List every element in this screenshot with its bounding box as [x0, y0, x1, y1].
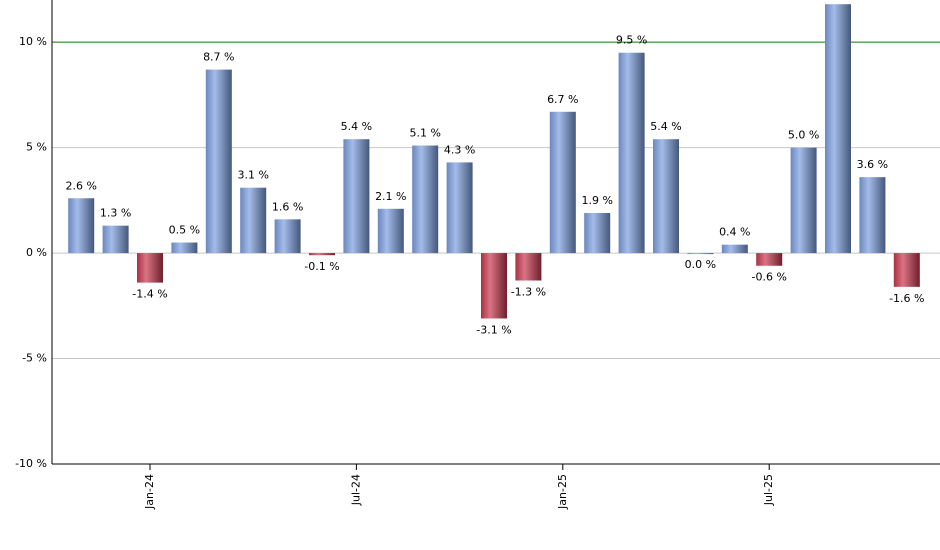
x-tick-label: Jul-24 [349, 474, 362, 506]
value-label: 5.1 % [409, 127, 440, 140]
y-tick-label: 5 % [26, 141, 47, 154]
bar [721, 244, 748, 254]
bar [687, 253, 714, 255]
bar [859, 177, 886, 254]
bar [549, 111, 576, 254]
bar [584, 213, 611, 254]
bar [309, 253, 335, 256]
value-label: -3.1 % [476, 323, 511, 336]
bar [515, 253, 542, 281]
value-label: 8.7 % [203, 51, 234, 64]
bar [653, 139, 679, 254]
value-label: -0.6 % [751, 271, 786, 284]
value-label: 0.0 % [685, 258, 716, 271]
bar [240, 187, 267, 254]
value-label: 1.3 % [100, 207, 131, 220]
bar [790, 147, 817, 254]
bar [618, 52, 645, 254]
y-tick-label: -10 % [15, 457, 47, 470]
bar [102, 225, 129, 254]
y-tick-label: 10 % [19, 35, 47, 48]
bar [343, 139, 370, 254]
value-label: 3.6 % [857, 158, 888, 171]
x-tick-label: Jan-24 [143, 474, 156, 510]
bar [412, 145, 439, 254]
value-label: 3.1 % [237, 169, 268, 182]
bar [171, 242, 198, 254]
value-label: 5.4 % [341, 120, 372, 133]
value-label: 4.3 % [444, 143, 475, 156]
value-label: 0.5 % [169, 224, 200, 237]
value-label: 1.9 % [581, 194, 612, 207]
value-label: 2.1 % [375, 190, 406, 203]
value-label: 2.6 % [65, 179, 96, 192]
y-tick-label: -5 % [22, 352, 47, 365]
value-label: 0.4 % [719, 226, 750, 239]
y-tick-label: 0 % [26, 246, 47, 259]
bar [481, 253, 507, 319]
value-label: -1.3 % [511, 286, 546, 299]
bar [137, 253, 163, 283]
bar [274, 219, 301, 254]
bar [825, 4, 851, 254]
value-label: -1.6 % [889, 292, 924, 305]
bar [893, 253, 920, 287]
value-label: -1.4 % [132, 288, 167, 301]
value-label: 5.4 % [650, 120, 681, 133]
x-tick-label: Jan-25 [556, 474, 569, 510]
value-label: 6.7 % [547, 93, 578, 106]
bar [756, 253, 783, 266]
bar [446, 162, 473, 254]
bar [377, 208, 404, 254]
x-tick-label: Jul-25 [762, 474, 775, 506]
value-label: 9.5 % [616, 34, 647, 47]
value-label: 5.0 % [788, 129, 819, 142]
value-label: 1.6 % [272, 200, 303, 213]
bar [68, 198, 95, 254]
bar [205, 69, 232, 254]
value-label: -0.1 % [304, 260, 339, 273]
